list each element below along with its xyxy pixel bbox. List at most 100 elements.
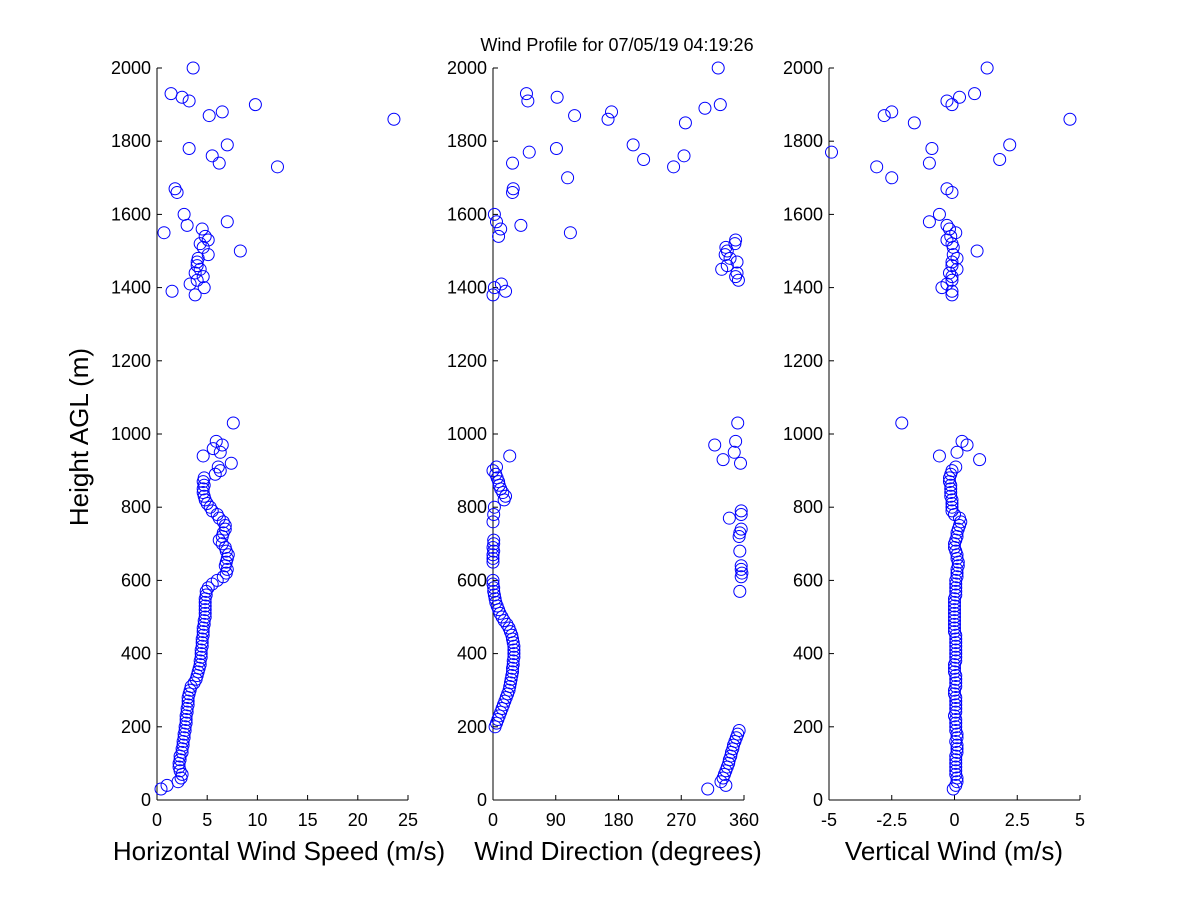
- speed-y-tick-label: 1400: [111, 278, 151, 298]
- direction-y-tick-label: 1600: [447, 204, 487, 224]
- direction-data-point: [698, 101, 712, 115]
- speed-data-point: [197, 617, 211, 631]
- vertical-data-point: [949, 705, 963, 719]
- speed-data-point: [202, 109, 216, 123]
- speed-x-tick-label: 20: [348, 810, 368, 830]
- speed-y-tick-label: 1800: [111, 131, 151, 151]
- direction-data-point: [667, 160, 681, 174]
- direction-data-point: [719, 240, 733, 254]
- speed-data-point: [201, 233, 215, 247]
- direction-data-point: [716, 453, 730, 467]
- direction-data-point: [722, 511, 736, 525]
- direction-data-point: [499, 489, 513, 503]
- direction-data-point: [701, 782, 715, 796]
- vertical-data-point: [949, 632, 963, 646]
- speed-data-point: [191, 251, 205, 265]
- vertical-data-point: [949, 716, 963, 730]
- speed-y-tick-label: 600: [121, 570, 151, 590]
- vertical-data-point: [949, 639, 963, 653]
- vertical-data-point: [949, 767, 963, 781]
- speed-data-point: [188, 288, 202, 302]
- direction-data-point: [502, 621, 516, 635]
- speed-data-point: [168, 182, 182, 196]
- direction-data-point: [514, 218, 528, 232]
- speed-data-point: [215, 105, 229, 119]
- direction-data-point: [507, 647, 521, 661]
- speed-data-point: [224, 456, 238, 470]
- speed-data-point: [205, 504, 219, 518]
- direction-data-point: [723, 251, 737, 265]
- direction-data-point: [601, 112, 615, 126]
- vertical-data-point: [948, 617, 961, 631]
- vertical-y-tick-label: 1000: [783, 424, 823, 444]
- vertical-data-point: [950, 775, 964, 789]
- speed-data-point: [209, 434, 223, 448]
- direction-x-tick-label: 180: [603, 810, 633, 830]
- vertical-data-point: [949, 753, 963, 767]
- direction-y-tick-label: 1000: [447, 424, 487, 444]
- direction-data-point: [720, 259, 734, 273]
- direction-data-point: [713, 98, 727, 112]
- vertical-data-point: [949, 460, 963, 474]
- direction-data-point: [729, 434, 743, 448]
- speed-y-tick-label: 800: [121, 497, 151, 517]
- speed-data-point: [194, 650, 208, 664]
- speed-data-point: [248, 98, 262, 112]
- speed-y-tick-label: 1600: [111, 204, 151, 224]
- speed-data-point: [233, 244, 247, 258]
- direction-data-point: [486, 288, 500, 302]
- direction-data-point: [729, 233, 743, 247]
- direction-data-point: [719, 778, 733, 792]
- vertical-data-point: [949, 680, 963, 694]
- vertical-data-point: [945, 270, 959, 284]
- speed-data-point: [198, 229, 212, 243]
- vertical-data-point: [950, 731, 964, 745]
- speed-data-point: [183, 277, 197, 291]
- direction-data-point: [487, 508, 501, 522]
- speed-data-point: [196, 270, 210, 284]
- vertical-data-point: [932, 207, 946, 221]
- vertical-x-axis-label: Vertical Wind (m/s): [845, 836, 1063, 866]
- speed-x-tick-label: 5: [202, 810, 212, 830]
- speed-y-tick-label: 400: [121, 644, 151, 664]
- speed-data-point: [198, 603, 212, 617]
- speed-data-point: [195, 639, 209, 653]
- speed-data-point: [193, 237, 207, 251]
- vertical-y-tick-label: 1600: [783, 204, 823, 224]
- direction-data-point: [507, 650, 521, 664]
- direction-data-point: [486, 515, 500, 529]
- direction-data-point: [568, 109, 582, 123]
- speed-data-point: [213, 464, 227, 478]
- direction-data-point: [734, 522, 748, 536]
- direction-data-point: [626, 138, 640, 152]
- speed-data-point: [195, 222, 209, 236]
- direction-y-tick-label: 600: [457, 570, 487, 590]
- speed-data-point: [181, 694, 195, 708]
- direction-data-point: [497, 614, 511, 628]
- vertical-data-point: [944, 486, 958, 500]
- direction-data-point: [494, 277, 508, 291]
- vertical-data-point: [945, 504, 959, 518]
- vertical-data-point: [949, 764, 963, 778]
- vertical-data-point: [949, 694, 963, 708]
- direction-data-point: [489, 215, 503, 229]
- vertical-data-point: [949, 756, 963, 770]
- speed-data-point: [387, 112, 401, 126]
- direction-x-axis-label: Wind Direction (degrees): [474, 836, 762, 866]
- vertical-data-point: [942, 222, 956, 236]
- vertical-data-point: [948, 603, 961, 617]
- direction-data-point: [637, 153, 651, 166]
- vertical-data-point: [949, 636, 963, 650]
- vertical-data-point: [948, 599, 961, 613]
- speed-x-tick-label: 0: [152, 810, 162, 830]
- speed-data-point: [221, 548, 235, 562]
- vertical-data-point: [940, 218, 954, 232]
- direction-y-tick-label: 1400: [447, 278, 487, 298]
- vertical-x-tick-label: -5: [821, 810, 837, 830]
- direction-data-point: [506, 665, 520, 679]
- vertical-data-point: [950, 570, 964, 584]
- direction-data-point: [487, 500, 501, 514]
- direction-data-point: [733, 544, 747, 558]
- vertical-x-tick-label: 0: [949, 810, 959, 830]
- vertical-data-point: [949, 672, 963, 686]
